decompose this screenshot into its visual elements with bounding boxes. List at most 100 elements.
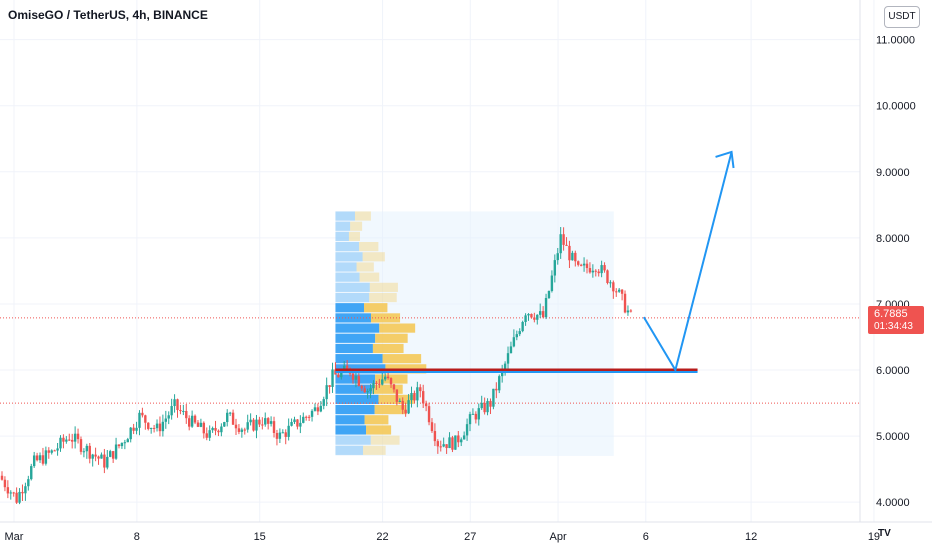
candle-body xyxy=(190,415,194,427)
candle-body xyxy=(465,424,469,436)
candle-body xyxy=(258,419,261,425)
volume-bar-down xyxy=(374,404,407,415)
candle-body xyxy=(553,260,557,276)
candle-body xyxy=(559,234,562,254)
candle-body xyxy=(310,410,314,417)
candle-body xyxy=(395,389,399,402)
candle-body xyxy=(15,492,18,503)
candle-body xyxy=(468,414,472,425)
candle-body xyxy=(79,439,83,452)
candle-body xyxy=(547,290,551,298)
candle-body xyxy=(474,413,478,420)
candle-body xyxy=(255,419,258,431)
volume-bar-up xyxy=(335,272,360,282)
candle-body xyxy=(59,437,62,449)
candle-body xyxy=(422,391,425,404)
volume-profile xyxy=(335,211,614,456)
candle-body xyxy=(398,400,401,402)
candle-body xyxy=(521,322,524,332)
candle-body xyxy=(117,444,121,447)
candle-body xyxy=(193,415,197,423)
candle-body xyxy=(109,451,112,457)
volume-bar-down xyxy=(356,262,374,272)
candle-body xyxy=(272,421,276,433)
candle-body xyxy=(120,442,124,447)
candle-body xyxy=(220,426,223,433)
volume-bar-up xyxy=(335,211,355,221)
x-tick-label: 15 xyxy=(254,531,266,543)
candle-body xyxy=(85,445,89,452)
candle-body xyxy=(53,450,56,452)
candle-body xyxy=(357,376,361,386)
tradingview-logo-icon[interactable]: TV xyxy=(878,528,891,539)
candle-body xyxy=(30,466,33,480)
volume-bar-down xyxy=(369,292,397,303)
candle-body xyxy=(445,444,448,449)
candle-body xyxy=(340,371,343,378)
candle-body xyxy=(325,385,328,400)
candle-body xyxy=(460,439,463,443)
projection-arrowhead xyxy=(715,150,735,169)
candle-body xyxy=(261,424,264,426)
volume-bar-down xyxy=(364,303,388,313)
candle-body xyxy=(389,378,393,385)
candle-body xyxy=(626,310,630,313)
volume-bar-up xyxy=(335,303,365,313)
candle-body xyxy=(313,407,317,411)
candle-body xyxy=(489,400,492,407)
candle-body xyxy=(126,439,129,443)
y-tick-label: 9.0000 xyxy=(876,167,910,179)
candle-body xyxy=(9,492,12,494)
candle-body xyxy=(185,410,188,419)
candle-body xyxy=(424,403,428,407)
candle-body xyxy=(252,419,255,431)
y-tick-label: 5.0000 xyxy=(876,431,910,443)
candle-body xyxy=(486,400,489,413)
projection-drawing[interactable] xyxy=(335,150,735,374)
candle-body xyxy=(144,415,147,423)
candle-body xyxy=(612,282,615,292)
candle-body xyxy=(269,421,273,424)
candlesticks xyxy=(0,227,633,505)
candle-body xyxy=(6,487,10,494)
volume-bar-up xyxy=(335,221,351,231)
candle-body xyxy=(129,427,132,440)
candle-body xyxy=(392,384,396,390)
candle-body xyxy=(375,382,378,384)
candle-body xyxy=(527,313,530,316)
currency-button[interactable]: USDT xyxy=(884,6,920,28)
candle-body xyxy=(123,442,127,444)
candle-body xyxy=(369,388,372,392)
candle-body xyxy=(179,409,182,412)
candle-body xyxy=(562,234,565,245)
volume-bar-up xyxy=(335,404,375,415)
candle-body xyxy=(354,376,358,380)
candle-body xyxy=(234,424,238,429)
candle-body xyxy=(413,392,416,401)
candle-body xyxy=(331,369,334,387)
volume-bar-up xyxy=(335,343,373,354)
candle-body xyxy=(226,412,229,423)
candle-body xyxy=(577,261,580,265)
x-axis: Mar 8 15 22 27 Apr 6 12 19 xyxy=(0,521,932,543)
candle-body xyxy=(176,399,179,410)
candle-body xyxy=(149,427,153,429)
candle-body xyxy=(32,455,36,467)
candle-body xyxy=(442,444,445,447)
x-tick-label: 6 xyxy=(643,531,649,543)
candle-body xyxy=(509,346,513,354)
candle-body xyxy=(38,455,42,461)
volume-bar-up xyxy=(335,425,367,435)
chart-title: OmiseGO / TetherUS, 4h, BINANCE xyxy=(8,8,208,22)
volume-bar-down xyxy=(379,323,416,333)
volume-bar-down xyxy=(370,435,400,445)
candle-body xyxy=(240,429,244,432)
volume-bar-up xyxy=(335,313,371,323)
candle-body xyxy=(539,311,542,315)
candle-body xyxy=(386,376,390,379)
candle-body xyxy=(579,264,583,266)
y-tick-label: 6.0000 xyxy=(876,365,910,377)
candle-body xyxy=(290,422,293,426)
candle-body xyxy=(588,268,592,273)
